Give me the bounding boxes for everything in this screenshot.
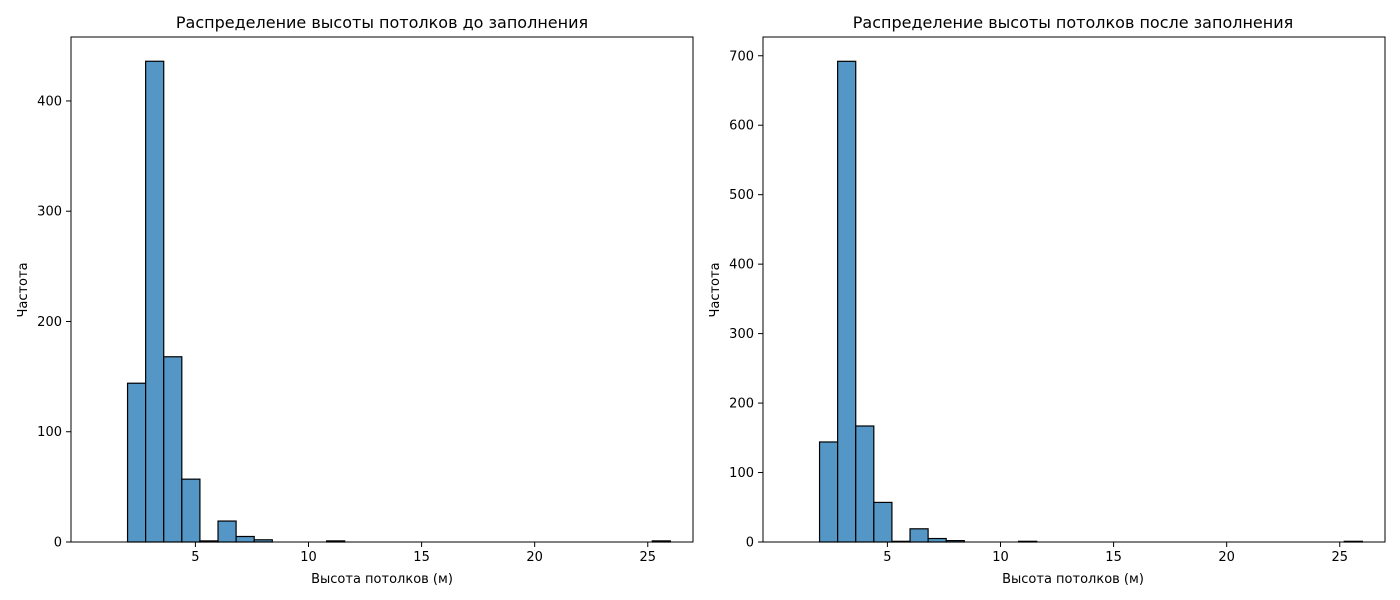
x-tick-label: 25	[1331, 550, 1348, 565]
y-tick-label: 400	[37, 94, 62, 109]
chart-title: Распределение высоты потолков до заполне…	[176, 13, 588, 32]
y-tick-label: 0	[746, 536, 754, 551]
histogram-after-fill: Распределение высоты потолков после запо…	[708, 13, 1386, 587]
x-tick-label: 10	[992, 550, 1009, 565]
x-ticks: 5 10 15 20 25	[191, 542, 656, 565]
histogram-bar	[145, 60, 165, 543]
histogram-bar	[181, 478, 201, 543]
x-tick-label: 5	[191, 550, 199, 565]
histogram-bar	[837, 60, 857, 543]
y-tick-label: 300	[729, 327, 754, 342]
histogram-bar	[126, 382, 147, 543]
y-tick-label: 600	[729, 119, 754, 134]
histogram-bar	[873, 501, 893, 543]
plot-frame	[70, 36, 694, 543]
histogram-bar	[217, 520, 237, 543]
y-tick-label: 0	[54, 536, 62, 551]
histogram-bar	[818, 441, 839, 543]
x-axis-label: Высота потолков (м)	[311, 572, 453, 587]
chart-title: Распределение высоты потолков после запо…	[853, 13, 1294, 32]
plot-frame	[762, 36, 1386, 543]
y-tick-label: 200	[37, 315, 62, 330]
bars	[818, 60, 1363, 543]
y-tick-label: 300	[37, 205, 62, 220]
histogram-bar	[927, 537, 947, 543]
y-tick-label: 700	[729, 49, 754, 64]
x-tick-label: 10	[300, 550, 317, 565]
x-ticks: 5 10 15 20 25	[883, 542, 1348, 565]
x-tick-label: 15	[413, 550, 430, 565]
y-axis-label: Частота	[16, 262, 31, 317]
y-tick-label: 100	[729, 466, 754, 481]
y-tick-label: 400	[729, 258, 754, 273]
histogram-bar	[235, 535, 255, 543]
histogram-before-fill: Распределение высоты потолков до заполне…	[16, 13, 694, 587]
y-axis-label: Частота	[708, 262, 723, 317]
y-tick-label: 500	[729, 188, 754, 203]
y-tick-label: 100	[37, 425, 62, 440]
x-tick-label: 15	[1105, 550, 1122, 565]
x-axis-label: Высота потолков (м)	[1002, 572, 1144, 587]
histogram-bar	[855, 425, 875, 543]
x-tick-label: 20	[526, 550, 543, 565]
y-ticks: 0 100 200 300 400	[37, 94, 71, 551]
x-tick-label: 5	[883, 550, 891, 565]
y-ticks: 0 100 200 300 400 500 600 700	[729, 49, 763, 551]
bars	[126, 60, 671, 543]
x-tick-label: 20	[1218, 550, 1235, 565]
histogram-bar	[163, 356, 183, 543]
y-tick-label: 200	[729, 397, 754, 412]
histogram-bar	[909, 528, 929, 543]
x-tick-label: 25	[639, 550, 656, 565]
